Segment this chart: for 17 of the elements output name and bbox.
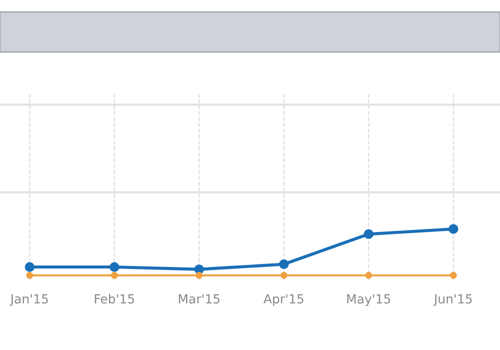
x-tick-label: Jun'15	[433, 294, 472, 306]
point	[26, 272, 34, 279]
point	[448, 224, 458, 234]
point	[279, 259, 289, 270]
point	[450, 272, 457, 279]
x-tick-label: Apr'15	[264, 294, 304, 306]
point	[196, 272, 203, 279]
point	[364, 229, 374, 239]
point	[280, 272, 288, 279]
x-tick-label: Mar'15	[178, 294, 220, 304]
point	[110, 262, 120, 272]
x-tick-label: May'15	[347, 294, 390, 306]
point	[24, 262, 35, 272]
x-tick-label: Feb'15	[94, 294, 134, 304]
point	[110, 272, 118, 279]
x-tick-label: Jan'15	[10, 294, 48, 306]
point	[365, 272, 372, 279]
